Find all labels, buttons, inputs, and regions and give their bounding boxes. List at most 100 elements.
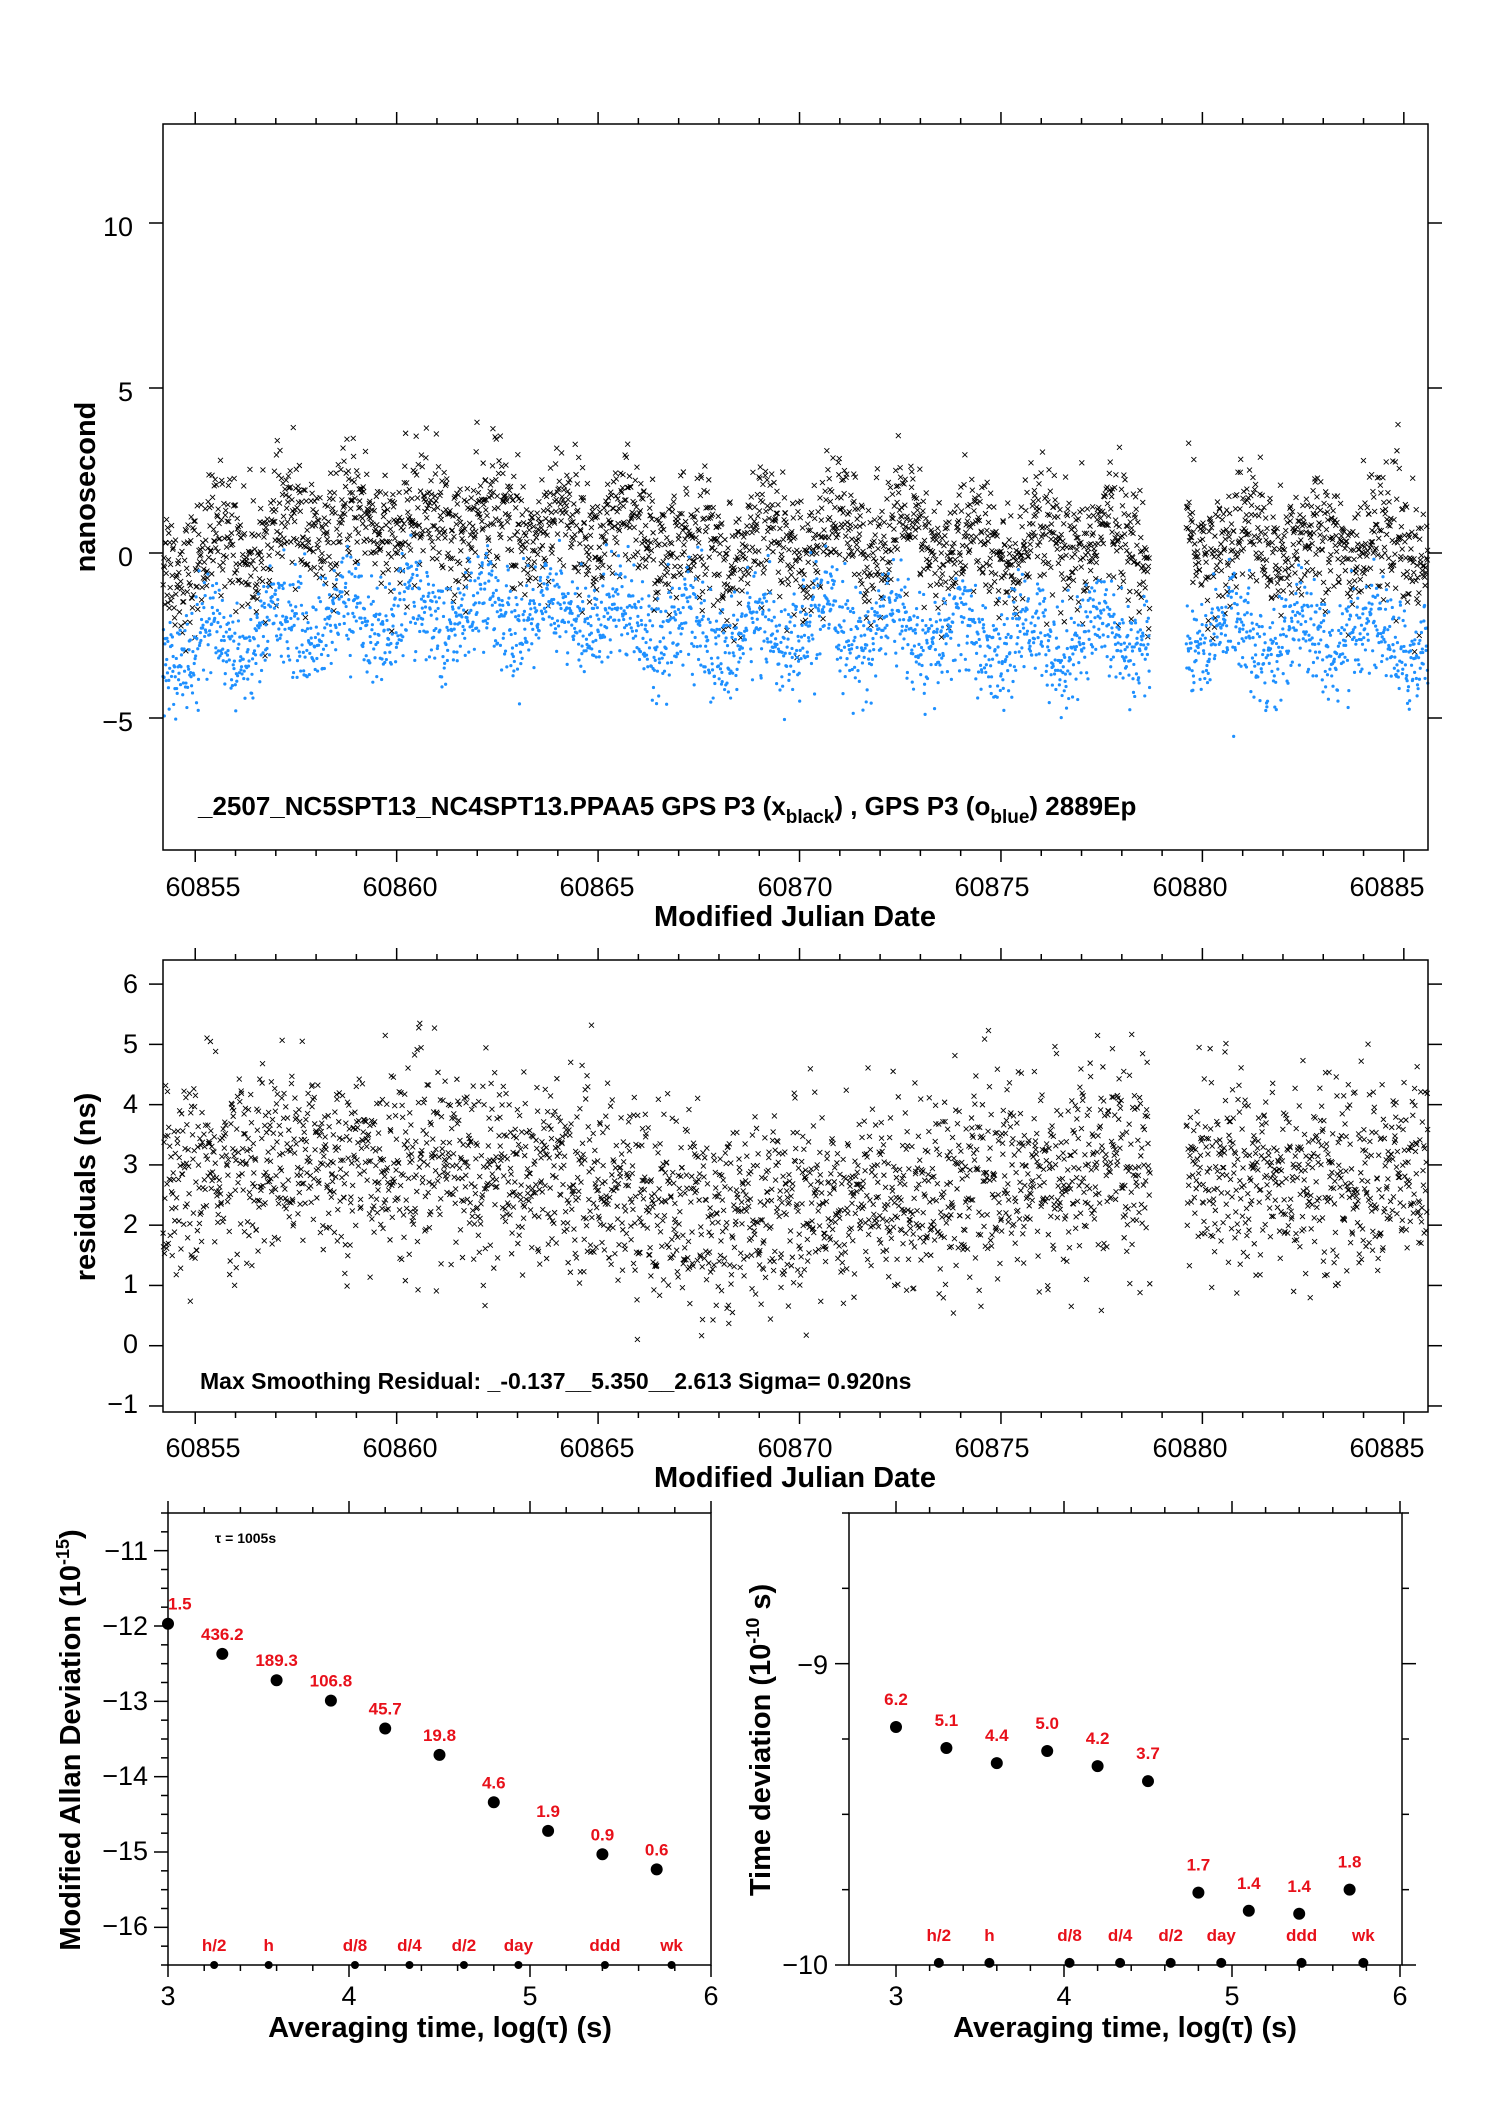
data-point xyxy=(984,527,990,534)
data-point xyxy=(669,550,676,557)
data-point xyxy=(231,502,238,508)
data-point xyxy=(207,547,214,553)
data-point xyxy=(304,611,309,615)
data-point xyxy=(239,551,246,558)
data-point xyxy=(892,619,896,624)
data-point xyxy=(865,552,871,559)
data-point xyxy=(747,601,751,605)
data-point xyxy=(1103,592,1107,597)
data-point xyxy=(593,576,599,583)
data-point xyxy=(1399,546,1406,552)
data-point xyxy=(1335,556,1341,562)
data-point xyxy=(879,647,883,651)
data-point xyxy=(460,615,464,619)
data-point xyxy=(186,664,190,669)
data-point xyxy=(546,604,551,608)
data-point xyxy=(862,655,866,659)
data-point xyxy=(783,522,790,529)
data-point xyxy=(427,591,431,595)
data-point xyxy=(472,647,476,651)
data-point xyxy=(669,508,676,515)
data-point xyxy=(315,545,321,552)
data-point xyxy=(682,593,686,597)
data-point xyxy=(1045,499,1051,505)
data-point xyxy=(1286,582,1293,588)
data-point xyxy=(793,624,797,628)
data-point xyxy=(1277,482,1284,488)
data-point xyxy=(509,664,513,668)
data-point xyxy=(489,462,496,469)
data-point xyxy=(873,613,877,617)
data-point xyxy=(689,606,693,611)
data-point xyxy=(598,649,602,654)
data-point xyxy=(529,514,536,521)
data-point xyxy=(716,571,722,577)
data-point xyxy=(440,675,444,679)
data-point xyxy=(260,467,266,473)
data-point xyxy=(791,687,795,692)
data-point xyxy=(289,603,293,607)
data-point xyxy=(299,603,304,607)
data-point xyxy=(512,532,518,538)
data-point xyxy=(878,614,882,618)
data-point xyxy=(624,623,629,627)
data-point xyxy=(274,614,278,618)
data-point xyxy=(949,636,953,640)
data-point xyxy=(671,573,678,580)
data-point xyxy=(859,619,863,624)
data-point xyxy=(460,539,467,545)
data-point xyxy=(1028,644,1032,648)
data-point xyxy=(475,626,479,630)
data-point xyxy=(389,641,393,646)
data-point xyxy=(672,563,678,570)
data-point xyxy=(392,603,396,607)
data-point xyxy=(763,508,769,515)
data-point xyxy=(891,526,897,532)
data-point xyxy=(518,497,525,504)
data-point xyxy=(266,584,270,589)
data-point xyxy=(264,516,271,522)
data-point xyxy=(1237,456,1244,463)
data-point xyxy=(258,623,262,627)
data-point xyxy=(988,569,995,576)
data-point xyxy=(987,675,991,679)
data-point xyxy=(998,637,1002,641)
data-point xyxy=(471,594,476,598)
data-point xyxy=(869,582,875,589)
data-point xyxy=(436,530,443,536)
data-point xyxy=(1229,547,1236,553)
data-point xyxy=(213,616,217,620)
data-point xyxy=(345,544,350,549)
data-point xyxy=(817,603,821,607)
data-point xyxy=(583,544,590,550)
data-point xyxy=(1346,579,1353,585)
data-point xyxy=(1413,506,1420,513)
data-point xyxy=(918,512,924,519)
data-point xyxy=(1312,571,1319,578)
data-point xyxy=(279,654,283,658)
data-point xyxy=(951,620,955,624)
data-point xyxy=(528,599,533,603)
data-point xyxy=(1081,544,1087,550)
data-point xyxy=(340,590,344,594)
data-point xyxy=(652,580,658,587)
data-point xyxy=(164,524,171,531)
data-point xyxy=(174,656,178,661)
data-point xyxy=(181,557,188,564)
data-point xyxy=(226,535,232,542)
data-point xyxy=(1402,538,1408,545)
data-point xyxy=(1364,548,1371,554)
data-point xyxy=(932,630,936,634)
data-point xyxy=(405,509,411,516)
data-point xyxy=(510,610,514,614)
data-point xyxy=(1032,629,1036,634)
data-point xyxy=(1255,524,1261,531)
data-point xyxy=(648,619,652,623)
data-point xyxy=(870,555,877,562)
data-point xyxy=(400,551,404,556)
data-point xyxy=(431,500,438,507)
data-point xyxy=(253,609,260,615)
data-point xyxy=(170,635,175,639)
data-point xyxy=(506,487,513,494)
data-point xyxy=(293,536,300,543)
